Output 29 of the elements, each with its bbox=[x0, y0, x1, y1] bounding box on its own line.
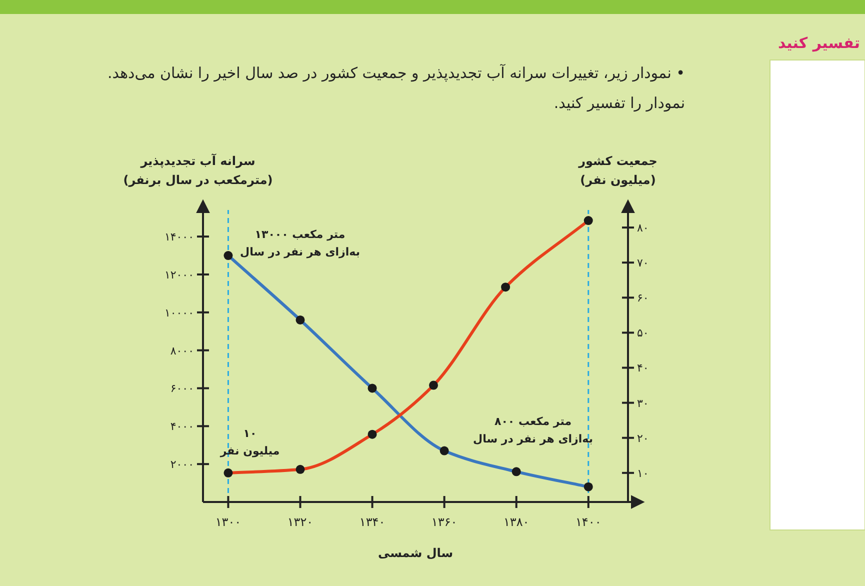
y-tick-label: ۲۰۰۰ bbox=[170, 458, 194, 472]
y-tick-label: ۱۰۰۰۰ bbox=[164, 306, 194, 320]
annotation: ۱۳۰۰۰ متر مکعب به‌ازای هر نفر در سال bbox=[240, 228, 360, 259]
y2-tick-label: ۶۰ bbox=[637, 292, 649, 305]
y2-tick-label: ۵۰ bbox=[637, 326, 649, 340]
annotation: ۸۰۰ متر مکعب به‌ازای هر نفر در سال bbox=[473, 415, 593, 446]
y-tick-label: ۸۰۰۰ bbox=[170, 344, 194, 358]
y-tick-label: ۱۴۰۰۰ bbox=[164, 230, 194, 244]
y-tick-label: ۶۰۰۰ bbox=[170, 382, 194, 396]
y2-axis-title: جمعیت کشور (میلیون نفر) bbox=[578, 154, 658, 188]
y2-tick-label: ۷۰ bbox=[637, 256, 649, 270]
y-tick-label: ۴۰۰۰ bbox=[170, 420, 194, 434]
x-tick-label: ۱۴۰۰ bbox=[575, 515, 602, 529]
text: تفسیر کنید bbox=[778, 34, 860, 52]
y-tick-label: ۱۲۰۰۰ bbox=[164, 268, 194, 282]
x-tick-label: ۱۳۴۰ bbox=[359, 515, 386, 529]
x-tick-label: ۱۳۲۰ bbox=[287, 515, 314, 529]
y2-tick-label: ۴۰ bbox=[637, 362, 649, 375]
y2-tick-label: ۱۰ bbox=[637, 466, 649, 480]
x-tick-label: ۱۳۸۰ bbox=[503, 515, 530, 529]
y2-tick-label: ۲۰ bbox=[637, 432, 649, 445]
x-axis-title: سال شمسی bbox=[378, 546, 454, 560]
x-tick-label: ۱۳۰۰ bbox=[215, 515, 242, 529]
y2-tick-label: ۸۰ bbox=[637, 222, 649, 235]
x-tick-label: ۱۳۶۰ bbox=[431, 515, 458, 529]
y-axis-title: سرانه آب تجدیدپذیر (مترمکعب در سال برنفر) bbox=[123, 153, 273, 188]
annotation: ۱۰ میلیون نفر bbox=[219, 427, 280, 458]
y2-tick-label: ۳۰ bbox=[637, 396, 649, 410]
chart-title: • نمودار زیر، تغییرات سرانه آب تجدیدپذیر و جمعیت کشور در صد سال اخیر را نشان می‌دهد. نمودار را تفسیر کنید. bbox=[106, 63, 685, 114]
